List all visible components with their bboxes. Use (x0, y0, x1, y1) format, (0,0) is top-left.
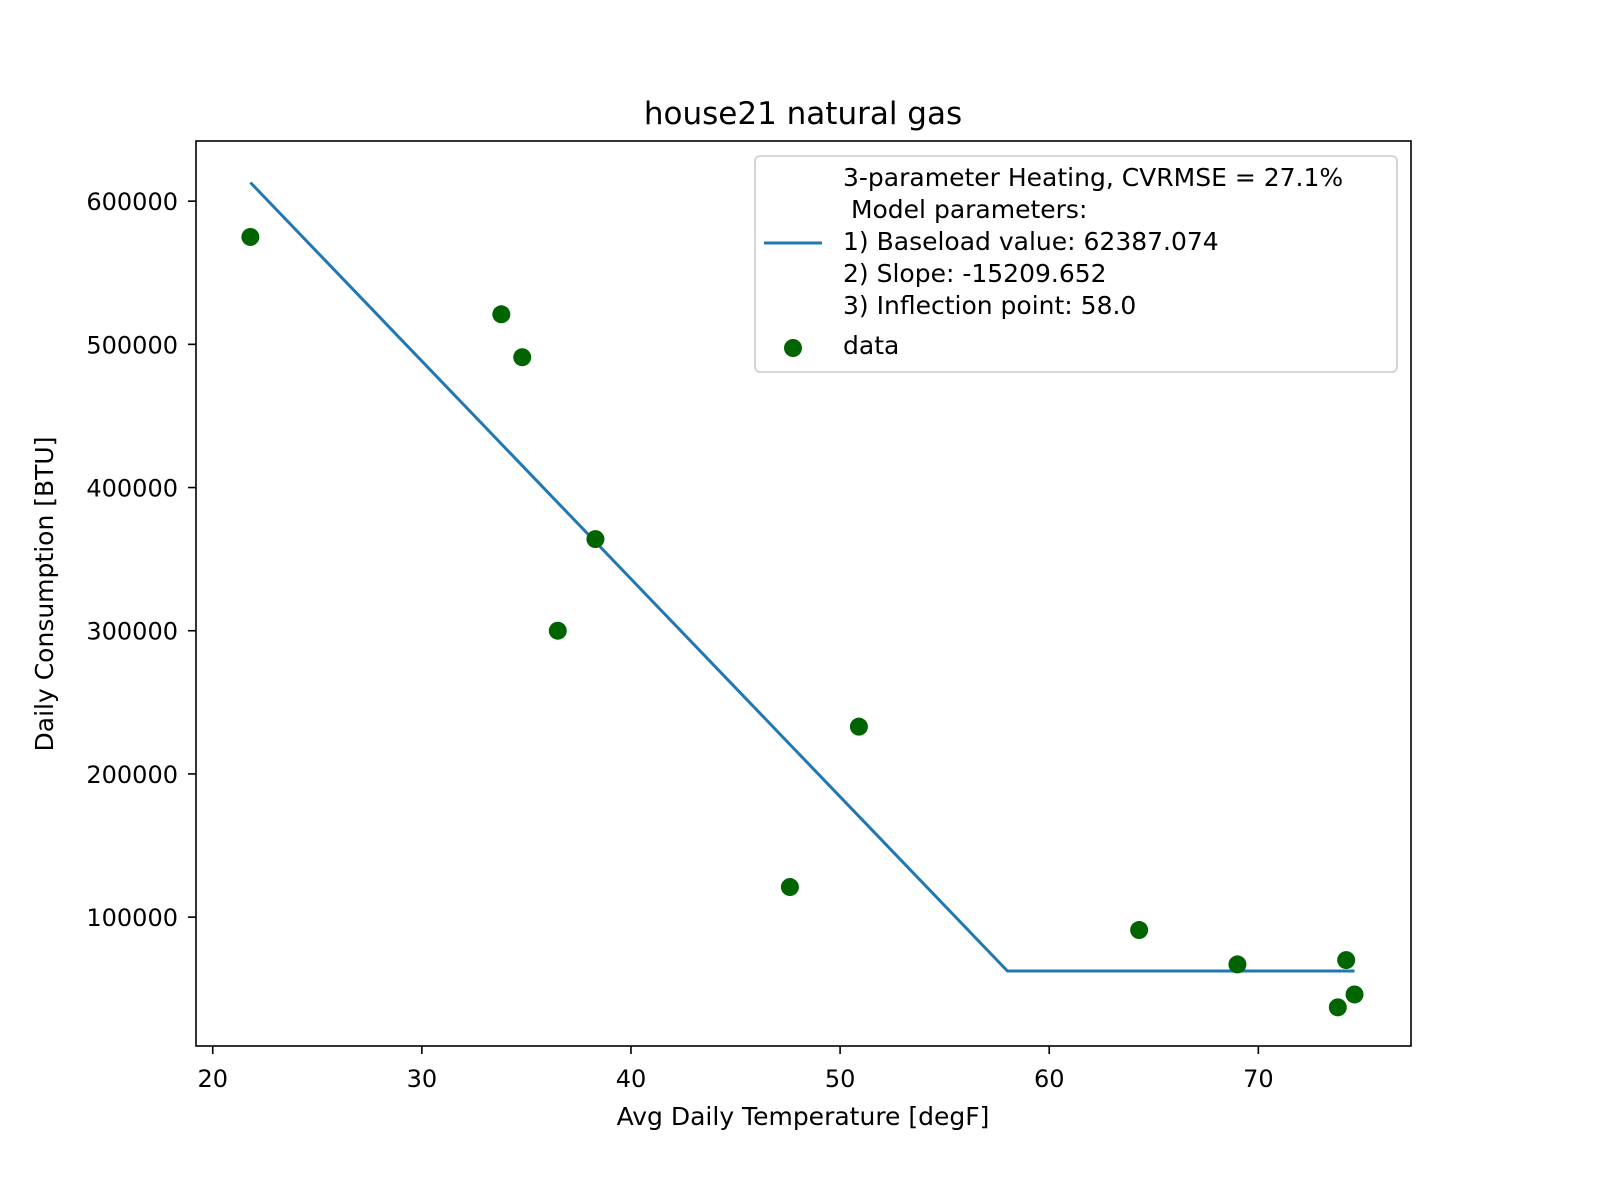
y-tick-label: 200000 (86, 761, 178, 789)
data-point (1328, 998, 1347, 1017)
legend-fit-line-3: 1) Baseload value: 62387.074 (843, 227, 1219, 256)
x-tick-label: 30 (407, 1065, 438, 1093)
legend-fit-line-2: Model parameters: (843, 195, 1087, 224)
data-point (780, 878, 799, 897)
data-point (1345, 985, 1364, 1004)
data-point (1228, 955, 1247, 974)
x-tick-label: 20 (197, 1065, 228, 1093)
series-layer (241, 181, 1364, 1017)
x-tick-label: 70 (1243, 1065, 1274, 1093)
x-tick-label: 40 (616, 1065, 647, 1093)
data-point (241, 227, 260, 246)
y-tick-label: 400000 (86, 475, 178, 503)
data-point (548, 621, 567, 640)
legend-data-label: data (843, 331, 899, 360)
x-tick-label: 60 (1034, 1065, 1065, 1093)
legend-fit-line-1: 3-parameter Heating, CVRMSE = 27.1% (843, 163, 1343, 192)
legend: 3-parameter Heating, CVRMSE = 27.1% Mode… (754, 0, 1415, 373)
legend-fit-line-4: 2) Slope: -15209.652 (843, 259, 1107, 288)
x-tick-label: 50 (825, 1065, 856, 1093)
x-axis-label: Avg Daily Temperature [degF] (617, 1102, 990, 1131)
legend-box (754, 155, 1398, 373)
y-tick-label: 500000 (86, 331, 178, 359)
plot-area (195, 140, 1412, 1047)
y-tick-label: 300000 (86, 618, 178, 646)
chart-title: house21 natural gas (644, 96, 962, 132)
data-point (1130, 921, 1149, 940)
data-point (1337, 951, 1356, 970)
plot-frame (195, 140, 1412, 1047)
y-axis-label: Daily Consumption [BTU] (30, 437, 59, 752)
legend-fit-line-5: 3) Inflection point: 58.0 (843, 291, 1136, 320)
y-tick-label: 600000 (86, 188, 178, 216)
data-point (849, 717, 868, 736)
legend-fit-label: 3-parameter Heating, CVRMSE = 27.1% Mode… (843, 0, 1415, 320)
data-point (586, 530, 605, 549)
data-point (513, 348, 532, 367)
x-axis-ticks: 20 30 40 50 60 70 (197, 1046, 1274, 1093)
y-tick-label: 100000 (86, 904, 178, 932)
legend-marker-swatch (784, 339, 802, 357)
data-point (492, 305, 511, 324)
y-axis-ticks: 100000 200000 300000 400000 500000 600000 (86, 188, 196, 932)
